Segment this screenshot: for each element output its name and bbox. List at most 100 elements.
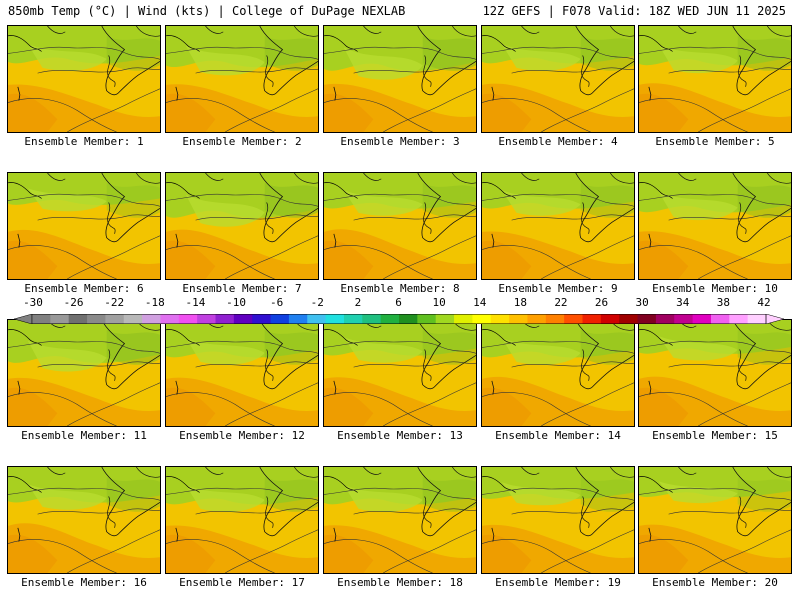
ensemble-member-label: Ensemble Member: 14: [495, 429, 621, 442]
colorbar-swatch: [729, 314, 749, 324]
colorbar-tick: -30: [23, 296, 43, 309]
colorbar-swatch: [215, 314, 235, 324]
ensemble-member-label: Ensemble Member: 12: [179, 429, 305, 442]
colorbar-swatch: [527, 314, 547, 324]
colorbar-swatch: [197, 314, 216, 324]
ensemble-member-map: [638, 25, 792, 133]
colorbar-tick: 22: [554, 296, 568, 309]
ensemble-member-map: [165, 25, 319, 133]
ensemble-member-map: [323, 172, 477, 280]
colorbar-swatch: [362, 314, 382, 324]
ensemble-member-label: Ensemble Member: 4: [498, 135, 618, 148]
colorbar-swatch: [160, 314, 180, 324]
ensemble-member-map: [323, 466, 477, 574]
colorbar-tick: 30: [635, 296, 649, 309]
ensemble-member-map: [481, 319, 635, 427]
ensemble-member-map: [323, 319, 477, 427]
ensemble-member-map: [7, 319, 161, 427]
ensemble-member-map: [481, 172, 635, 280]
ensemble-member-map: [7, 25, 161, 133]
ensemble-member-map: [638, 172, 792, 280]
ensemble-member-label: Ensemble Member: 2: [182, 135, 302, 148]
colorbar-tick: -2: [310, 296, 324, 309]
ensemble-member-label: Ensemble Member: 3: [340, 135, 460, 148]
colorbar-swatch: [655, 314, 675, 324]
colorbar-swatch: [123, 314, 143, 324]
colorbar-swatch: [490, 314, 510, 324]
ensemble-member-map: [7, 172, 161, 280]
ensemble-member-label: Ensemble Member: 7: [182, 282, 302, 295]
colorbar-swatch: [509, 314, 528, 324]
ensemble-member-map: [165, 172, 319, 280]
colorbar-swatch: [142, 314, 161, 324]
colorbar-tick: -10: [226, 296, 246, 309]
colorbar-swatch: [674, 314, 694, 324]
colorbar-tick: 42: [757, 296, 771, 309]
colorbar-swatch: [50, 314, 70, 324]
colorbar-tick: 34: [676, 296, 690, 309]
colorbar-tick: 26: [594, 296, 609, 309]
colorbar-tick: 18: [513, 296, 527, 309]
colorbar-swatch: [252, 314, 272, 324]
colorbar-swatch: [435, 314, 455, 324]
ensemble-member-map: [481, 25, 635, 133]
colorbar-tick: -18: [144, 296, 165, 309]
colorbar-swatch: [178, 314, 198, 324]
ensemble-member-map: [638, 466, 792, 574]
colorbar-tick: -26: [63, 296, 84, 309]
ensemble-member-map: [7, 466, 161, 574]
colorbar-swatch: [600, 314, 620, 324]
colorbar-swatch: [582, 314, 602, 324]
colorbar-swatch: [233, 314, 253, 324]
colorbar-swatch: [380, 314, 400, 324]
colorbar-low-arrow: [13, 313, 33, 325]
chart-title: 850mb Temp (°C) | Wind (kts) | College o…: [8, 4, 406, 18]
ensemble-member-label: Ensemble Member: 17: [179, 576, 305, 589]
ensemble-member-map: [323, 25, 477, 133]
colorbar-swatch: [32, 314, 51, 324]
ensemble-member-label: Ensemble Member: 6: [24, 282, 144, 295]
colorbar-swatch: [307, 314, 327, 324]
colorbar-swatch: [68, 314, 88, 324]
colorbar-swatch: [564, 314, 583, 324]
ensemble-member-label: Ensemble Member: 11: [21, 429, 147, 442]
colorbar-swatch: [288, 314, 308, 324]
colorbar-swatch: [87, 314, 106, 324]
ensemble-member-map: [165, 466, 319, 574]
ensemble-member-label: Ensemble Member: 18: [337, 576, 463, 589]
colorbar-swatch: [325, 314, 345, 324]
colorbar-swatch: [710, 314, 730, 324]
colorbar-tick: 6: [395, 296, 402, 309]
colorbar-swatch: [417, 314, 437, 324]
colorbar-tick: 38: [716, 296, 730, 309]
ensemble-member-label: Ensemble Member: 16: [21, 576, 147, 589]
colorbar-tick: 10: [432, 296, 446, 309]
colorbar-tick: -14: [185, 296, 206, 309]
colorbar-swatch: [399, 314, 418, 324]
ensemble-member-label: Ensemble Member: 8: [340, 282, 460, 295]
colorbar-tick: -6: [270, 296, 284, 309]
ensemble-member-map: [638, 319, 792, 427]
colorbar-swatch: [343, 314, 363, 324]
ensemble-member-map: [481, 466, 635, 574]
colorbar-tick: 2: [354, 296, 362, 309]
colorbar-swatch: [619, 314, 639, 324]
ensemble-member-label: Ensemble Member: 9: [498, 282, 618, 295]
ensemble-member-label: Ensemble Member: 10: [652, 282, 778, 295]
colorbar-swatch: [105, 314, 125, 324]
colorbar-swatch: [692, 314, 712, 324]
ensemble-member-label: Ensemble Member: 13: [337, 429, 463, 442]
colorbar-tick: 14: [473, 296, 487, 309]
colorbar-swatch: [454, 314, 473, 324]
ensemble-member-label: Ensemble Member: 19: [495, 576, 621, 589]
colorbar-high-arrow: [765, 313, 785, 325]
model-run-valid-time: 12Z GEFS | F078 Valid: 18Z WED JUN 11 20…: [482, 4, 786, 18]
colorbar-swatch: [270, 314, 290, 324]
colorbar-swatch: [472, 314, 492, 324]
temperature-colorbar: [13, 309, 785, 325]
colorbar-tick: -22: [104, 296, 125, 309]
colorbar-swatch: [545, 314, 565, 324]
colorbar-swatch: [747, 314, 767, 324]
colorbar-swatch: [637, 314, 657, 324]
ensemble-member-label: Ensemble Member: 15: [652, 429, 778, 442]
